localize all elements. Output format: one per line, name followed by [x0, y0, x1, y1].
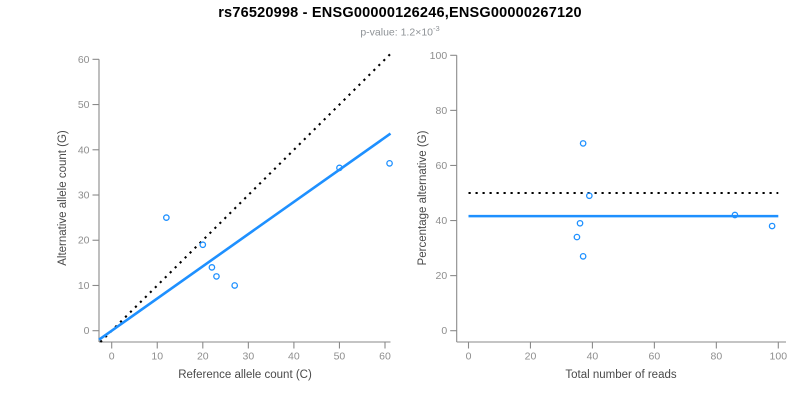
pvalue-value: 1.2×10 [400, 26, 434, 39]
x-tick-label: 0 [466, 351, 472, 363]
pvalue-exponent: -3 [433, 24, 440, 33]
identity-line [99, 53, 392, 343]
y-tick-label: 30 [78, 190, 90, 202]
data-point [585, 192, 593, 200]
fit-line [98, 132, 392, 341]
data-point [231, 282, 239, 289]
data-point [731, 211, 739, 219]
y-tick-label: 20 [436, 270, 448, 282]
y-tick-label: 60 [78, 54, 90, 66]
data-point [768, 222, 776, 230]
x-tick-label: 60 [379, 351, 391, 363]
pvalue-label: p-value: [360, 26, 401, 39]
y-tick-label: 0 [84, 325, 90, 337]
y-tick-label: 80 [436, 105, 448, 117]
x-tick-label: 10 [151, 351, 163, 363]
data-point [579, 140, 587, 147]
y-tick-label: 10 [78, 280, 90, 292]
y-tick-label: 20 [78, 235, 90, 247]
x-tick-label: 20 [525, 351, 537, 363]
data-point [199, 241, 207, 249]
page-title: rs76520998 - ENSG00000126246,ENSG0000026… [218, 5, 582, 21]
data-point [208, 264, 216, 271]
x-tick-label: 30 [243, 351, 255, 363]
x-tick-label: 0 [109, 351, 115, 363]
x-tick-label: 40 [288, 351, 300, 363]
data-point [579, 252, 587, 260]
data-point [573, 233, 581, 241]
y-tick-label: 0 [441, 325, 447, 337]
right-x-axis-title: Total number of reads [565, 369, 677, 381]
data-point [163, 214, 170, 221]
data-point [576, 219, 584, 227]
data-point [386, 159, 393, 167]
y-tick-label: 60 [436, 160, 448, 172]
right-y-axis-title: Percentage alternative (G) [417, 130, 429, 266]
x-tick-label: 20 [197, 351, 209, 363]
pvalue-subtitle: p-value: 1.2×10-3 [0, 24, 800, 39]
x-tick-label: 40 [587, 351, 599, 363]
y-tick-label: 40 [436, 215, 448, 227]
x-tick-label: 60 [649, 351, 661, 363]
x-tick-label: 100 [770, 351, 788, 363]
data-point [336, 164, 343, 172]
left-x-axis-title: Reference allele count (C) [178, 369, 312, 381]
x-tick-label: 50 [334, 351, 346, 363]
left-y-axis-title: Alternative allele count (G) [57, 130, 69, 266]
y-tick-label: 40 [78, 144, 90, 156]
data-point [213, 273, 220, 280]
y-tick-label: 100 [430, 50, 448, 62]
x-tick-label: 80 [710, 351, 722, 363]
y-tick-label: 50 [78, 99, 90, 111]
